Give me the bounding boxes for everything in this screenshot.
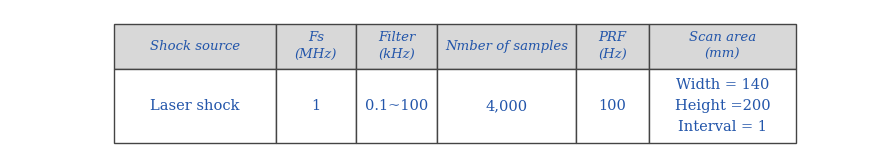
- Bar: [356, 69, 437, 143]
- Bar: [115, 69, 275, 143]
- Text: Shock source: Shock source: [150, 40, 240, 53]
- Bar: [649, 69, 796, 143]
- Bar: [437, 24, 576, 69]
- Bar: [576, 69, 649, 143]
- Bar: [649, 24, 796, 69]
- Text: 1: 1: [312, 99, 321, 113]
- Bar: [356, 24, 437, 69]
- Text: Filter
(kHz): Filter (kHz): [377, 31, 416, 61]
- Text: 0.1~100: 0.1~100: [365, 99, 428, 113]
- Text: PRF
(Hz): PRF (Hz): [599, 31, 627, 61]
- Text: Scan area
(mm): Scan area (mm): [689, 31, 756, 61]
- Text: Width = 140
Height =200
Interval = 1: Width = 140 Height =200 Interval = 1: [675, 78, 770, 134]
- Text: Laser shock: Laser shock: [150, 99, 240, 113]
- Text: 100: 100: [599, 99, 627, 113]
- Text: Nmber of samples: Nmber of samples: [445, 40, 568, 53]
- Bar: [275, 24, 356, 69]
- Bar: [437, 69, 576, 143]
- Text: Fs
(MHz): Fs (MHz): [295, 31, 337, 61]
- Bar: [576, 24, 649, 69]
- Bar: [275, 69, 356, 143]
- Bar: [115, 24, 275, 69]
- Text: 4,000: 4,000: [486, 99, 527, 113]
